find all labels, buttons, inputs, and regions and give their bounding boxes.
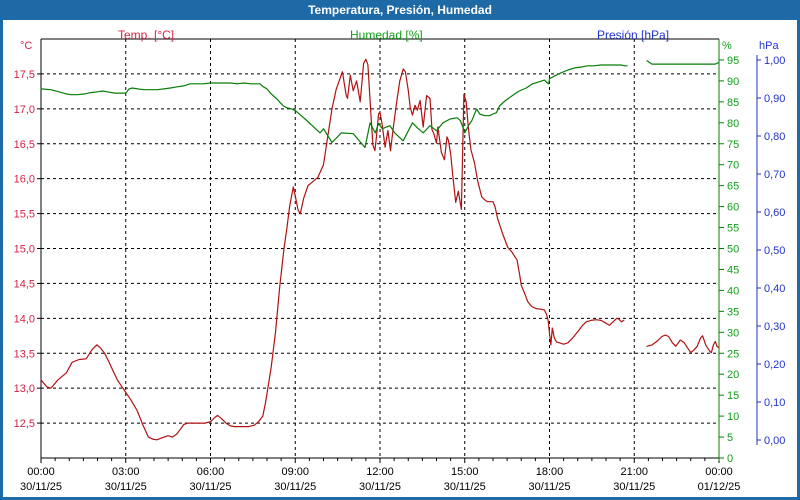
x-time-label: 03:00 [112, 466, 140, 478]
temp-axis-unit: °C [20, 40, 33, 52]
pressure-axis-unit: hPa [759, 40, 779, 52]
humidity-tick-label: 25 [727, 348, 739, 360]
humidity-tick-label: 35 [727, 306, 739, 318]
pressure-tick-label: 0,70 [764, 169, 785, 181]
x-date-label: 30/11/25 [274, 481, 316, 493]
x-time-label: 18:00 [536, 466, 564, 478]
x-time-label: 00:00 [705, 466, 733, 478]
temp-tick-label: 15,0 [14, 244, 35, 256]
temp-tick-label: 15,5 [14, 209, 35, 221]
x-time-label: 21:00 [620, 466, 648, 478]
title-bar: Temperatura, Presión, Humedad [0, 0, 800, 20]
temp-tick-label: 13,0 [14, 383, 35, 395]
humidity-tick-label: 40 [727, 285, 739, 297]
x-date-label: 30/11/25 [528, 481, 570, 493]
temp-tick-label: 17,5 [14, 69, 35, 81]
pressure-tick-label: 0,20 [764, 359, 785, 371]
x-time-label: 06:00 [197, 466, 225, 478]
humidity-tick-label: 85 [727, 97, 739, 109]
humidity-tick-label: 65 [727, 181, 739, 193]
humidity-tick-label: 90 [727, 76, 739, 88]
temp-tick-label: 12,5 [14, 418, 35, 430]
temp-tick-label: 14,0 [14, 313, 35, 325]
pressure-tick-label: 0,00 [764, 435, 785, 447]
humidity-tick-label: 20 [727, 369, 739, 381]
humidity-axis-unit: % [722, 40, 732, 52]
humidity-tick-label: 55 [727, 223, 739, 235]
temp-tick-label: 17,0 [14, 104, 35, 116]
humidity-tick-label: 60 [727, 202, 739, 214]
temp-tick-label: 16,5 [14, 139, 35, 151]
humidity-tick-label: 0 [727, 453, 733, 465]
legend-temp: Temp. [°C] [118, 28, 175, 42]
legend-humidity: Humedad [%] [350, 28, 423, 42]
temp-curve [646, 334, 720, 354]
humidity-curve [40, 64, 628, 149]
x-date-label: 30/11/25 [20, 481, 62, 493]
temp-tick-label: 14,5 [14, 278, 35, 290]
humidity-tick-label: 45 [727, 264, 739, 276]
pressure-tick-label: 0,80 [764, 131, 785, 143]
x-time-label: 09:00 [281, 466, 309, 478]
x-time-label: 15:00 [451, 466, 479, 478]
humidity-tick-label: 50 [727, 244, 739, 256]
humidity-tick-label: 30 [727, 327, 739, 339]
chart-title: Temperatura, Presión, Humedad [308, 3, 492, 17]
humidity-tick-label: 10 [727, 411, 739, 423]
x-time-label: 12:00 [366, 466, 394, 478]
temp-tick-label: 13,5 [14, 348, 35, 360]
pressure-tick-label: 0,10 [764, 397, 785, 409]
temp-tick-label: 16,0 [14, 174, 35, 186]
pressure-tick-label: 0,30 [764, 321, 785, 333]
humidity-tick-label: 70 [727, 160, 739, 172]
humidity-curve [646, 60, 720, 65]
pressure-tick-label: 1,00 [764, 55, 785, 67]
x-date-label: 30/11/25 [105, 481, 147, 493]
pressure-tick-label: 0,50 [764, 245, 785, 257]
pressure-tick-label: 0,60 [764, 207, 785, 219]
humidity-tick-label: 95 [727, 55, 739, 67]
x-time-label: 00:00 [27, 466, 55, 478]
humidity-tick-label: 5 [727, 432, 733, 444]
x-date-label: 01/12/25 [698, 481, 741, 493]
temp-curve [40, 58, 625, 441]
x-date-label: 30/11/25 [613, 481, 655, 493]
x-date-label: 30/11/25 [359, 481, 401, 493]
pressure-tick-label: 0,40 [764, 283, 785, 295]
pressure-tick-label: 0,90 [764, 93, 785, 105]
x-date-label: 30/11/25 [189, 481, 231, 493]
legend-pressure: Presión [hPa] [597, 28, 670, 42]
humidity-tick-label: 80 [727, 118, 739, 130]
humidity-tick-label: 75 [727, 139, 739, 151]
x-date-label: 30/11/25 [444, 481, 486, 493]
humidity-tick-label: 15 [727, 390, 739, 402]
